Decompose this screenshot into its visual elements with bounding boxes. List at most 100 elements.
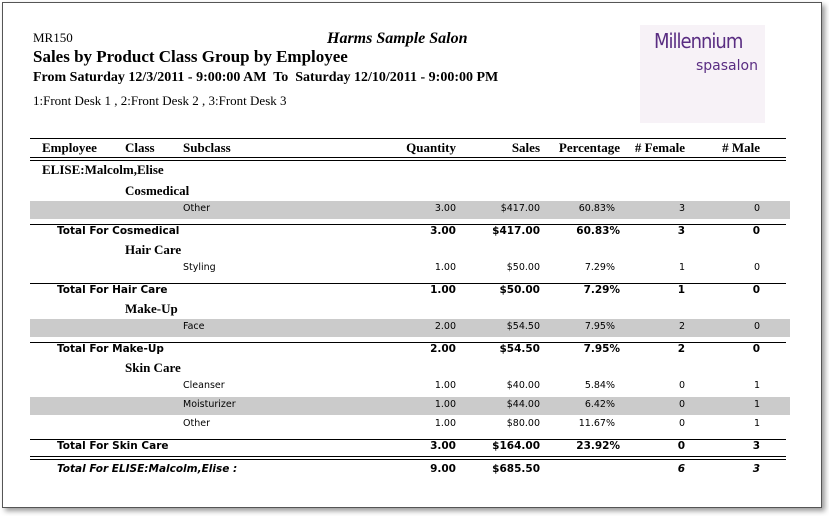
column-header: Sales: [511, 140, 540, 155]
grand-total-cell: 9.00: [430, 463, 456, 475]
cell: $54.50: [506, 321, 540, 332]
row-shade: [30, 201, 790, 219]
stations: 1:Front Desk 1 , 2:Front Desk 2 , 3:Fron…: [33, 93, 287, 108]
cell: 1.00: [434, 380, 456, 391]
group-total-label: Total For Skin Care: [57, 440, 169, 452]
column-header: Employee: [42, 140, 97, 155]
cell: 1.00: [434, 399, 456, 410]
subclass: Other: [183, 418, 210, 429]
employee-name: ELISE:Malcolm,Elise: [42, 162, 164, 177]
salon-name: Harms Sample Salon: [327, 30, 468, 47]
cell: $50.00: [506, 262, 540, 273]
class-label: Cosmedical: [125, 183, 190, 198]
column-header: # Female: [634, 140, 685, 155]
cell: 7.29%: [584, 262, 615, 273]
cell: $80.00: [506, 418, 540, 429]
report: MR150 Harms Sample Salon Sales by Produc…: [2, 2, 822, 508]
grand-total-cell: 3: [752, 463, 760, 475]
rule: [30, 459, 786, 460]
total-cell: 3.00: [430, 440, 456, 452]
cell: $44.00: [506, 399, 540, 410]
cell: 0: [753, 203, 760, 214]
rule: [30, 283, 786, 284]
row-shade: [30, 319, 790, 337]
class-label: Make-Up: [125, 301, 178, 316]
column-header: Quantity: [406, 140, 456, 155]
grand-total-cell: $685.50: [492, 463, 540, 475]
total-cell: 2.00: [430, 343, 456, 355]
total-cell: 0: [752, 343, 760, 355]
cell: 5.84%: [584, 380, 615, 391]
total-cell: 23.92%: [576, 440, 620, 452]
total-cell: 1.00: [430, 284, 456, 296]
total-cell: $54.50: [499, 343, 540, 355]
group-total-label: Total For Hair Care: [57, 284, 168, 296]
cell: 1.00: [434, 262, 456, 273]
cell: 1: [678, 262, 685, 273]
cell: 3.00: [434, 203, 456, 214]
row-shade: [30, 397, 790, 415]
cell: 7.95%: [584, 321, 615, 332]
subclass: Cleanser: [183, 380, 225, 391]
cell: 1: [753, 418, 760, 429]
subclass: Moisturizer: [183, 399, 236, 410]
total-cell: 1: [677, 284, 685, 296]
cell: 3: [678, 203, 685, 214]
cell: 0: [753, 262, 760, 273]
rule: [30, 342, 786, 343]
total-cell: 60.83%: [576, 225, 620, 237]
rule: [30, 160, 786, 161]
cell: 1: [753, 380, 760, 391]
total-cell: 2: [677, 343, 685, 355]
cell: 1: [753, 399, 760, 410]
report-title: Sales by Product Class Group by Employee: [33, 47, 348, 66]
rule: [30, 138, 786, 139]
class-label: Hair Care: [125, 242, 182, 257]
total-cell: $164.00: [492, 440, 540, 452]
total-cell: 0: [752, 284, 760, 296]
cell: 6.42%: [584, 399, 615, 410]
subclass: Face: [183, 321, 205, 332]
subclass: Styling: [183, 262, 216, 273]
group-total-label: Total For Cosmedical: [57, 225, 180, 237]
logo: Millennium spasalon: [640, 25, 765, 123]
rule: [30, 157, 786, 158]
cell: 0: [678, 418, 685, 429]
total-cell: 3: [677, 225, 685, 237]
subclass: Other: [183, 203, 210, 214]
group-total-label: Total For Make-Up: [57, 343, 164, 355]
total-cell: 7.29%: [583, 284, 620, 296]
column-header: Subclass: [183, 140, 231, 155]
total-cell: 0: [752, 225, 760, 237]
cell: 60.83%: [578, 203, 615, 214]
cell: 2.00: [434, 321, 456, 332]
column-header: # Male: [722, 140, 760, 155]
cell: 11.67%: [578, 418, 615, 429]
class-label: Skin Care: [125, 360, 181, 375]
cell: $417.00: [500, 203, 540, 214]
total-cell: 0: [677, 440, 685, 452]
rule: [30, 224, 786, 225]
logo-brand: Millennium: [654, 29, 743, 53]
total-cell: 3.00: [430, 225, 456, 237]
total-cell: 7.95%: [583, 343, 620, 355]
logo-sub: spasalon: [696, 58, 758, 74]
date-range: From Saturday 12/3/2011 - 9:00:00 AM To …: [33, 70, 499, 85]
cell: 2: [678, 321, 685, 332]
cell: 0: [753, 321, 760, 332]
total-cell: 3: [752, 440, 760, 452]
grand-total-cell: 6: [677, 463, 685, 475]
cell: $40.00: [506, 380, 540, 391]
total-cell: $417.00: [492, 225, 540, 237]
total-cell: $50.00: [499, 284, 540, 296]
cell: 0: [678, 399, 685, 410]
column-header: Class: [125, 140, 155, 155]
grand-total-label: Total For ELISE:Malcolm,Elise :: [57, 463, 238, 475]
cell: 1.00: [434, 418, 456, 429]
rule: [30, 456, 786, 457]
report-id: MR150: [33, 30, 73, 45]
column-header: Percentage: [558, 140, 620, 155]
rule: [30, 439, 786, 440]
cell: 0: [678, 380, 685, 391]
